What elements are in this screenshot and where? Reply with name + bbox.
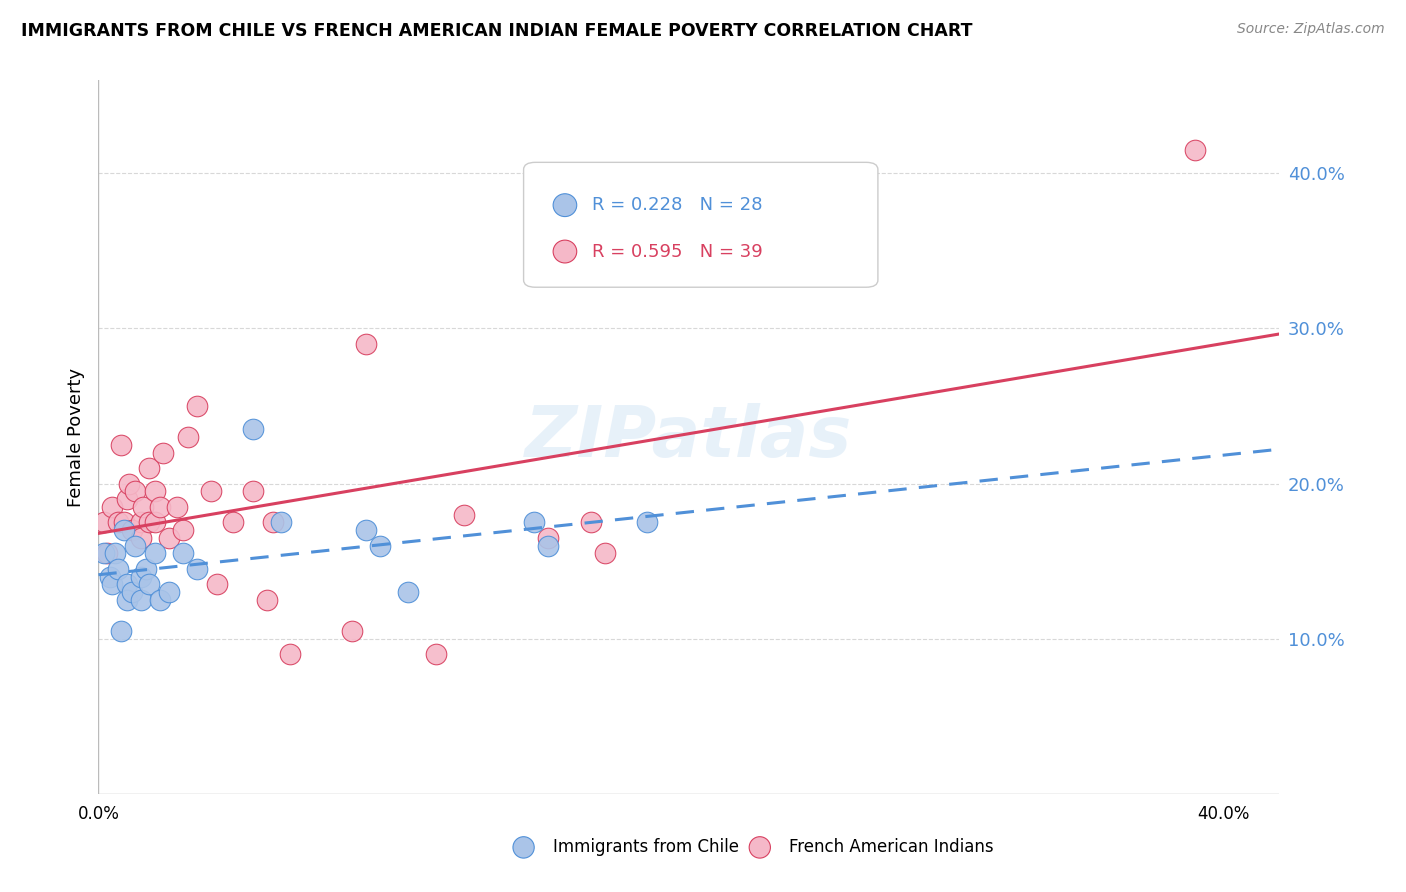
Point (138, 516, 160, 530)
Point (166, 500, 188, 514)
Point (138, 461, 160, 475)
Point (110, 624, 132, 638)
Point (368, 539, 391, 553)
Text: Immigrants from Chile: Immigrants from Chile (553, 838, 740, 856)
Point (256, 593, 278, 607)
Point (172, 523, 194, 537)
Point (200, 484, 222, 499)
Point (340, 624, 363, 638)
Ellipse shape (553, 194, 576, 217)
Point (93, 546, 115, 560)
Text: R = 0.228   N = 28: R = 0.228 N = 28 (592, 196, 762, 214)
Point (172, 546, 194, 560)
Text: IMMIGRANTS FROM CHILE VS FRENCH AMERICAN INDIAN FEMALE POVERTY CORRELATION CHART: IMMIGRANTS FROM CHILE VS FRENCH AMERICAN… (21, 22, 973, 40)
Text: R = 0.595   N = 39: R = 0.595 N = 39 (592, 243, 763, 260)
Point (135, 562, 157, 576)
Point (118, 476, 141, 491)
Point (354, 523, 377, 537)
Point (262, 516, 284, 530)
Point (149, 500, 172, 514)
Point (129, 570, 152, 584)
Point (110, 438, 132, 452)
Point (143, 546, 166, 560)
Point (242, 422, 264, 436)
Point (101, 577, 124, 591)
Point (157, 531, 180, 545)
Point (101, 500, 124, 514)
Point (129, 531, 152, 545)
Point (121, 585, 143, 599)
Point (124, 539, 146, 553)
Point (129, 593, 152, 607)
Point (121, 523, 143, 537)
Point (129, 516, 152, 530)
Point (270, 516, 292, 530)
Point (177, 430, 200, 444)
Point (152, 445, 174, 459)
Point (205, 577, 228, 591)
Point (93, 516, 115, 530)
Point (186, 562, 208, 576)
Point (636, 516, 658, 530)
Point (523, 516, 546, 530)
Text: French American Indians: French American Indians (789, 838, 994, 856)
Point (98, 570, 121, 584)
Point (453, 508, 475, 522)
Point (396, 585, 419, 599)
Point (149, 593, 172, 607)
Point (579, 516, 602, 530)
Point (112, 516, 135, 530)
Point (107, 516, 129, 530)
Y-axis label: Female Poverty: Female Poverty (66, 368, 84, 507)
Point (425, 647, 447, 661)
Point (593, 546, 616, 560)
Point (537, 539, 560, 553)
Point (104, 546, 127, 560)
FancyBboxPatch shape (523, 162, 877, 287)
Text: Source: ZipAtlas.com: Source: ZipAtlas.com (1237, 22, 1385, 37)
Ellipse shape (513, 837, 534, 858)
Point (112, 523, 135, 537)
Point (242, 484, 264, 499)
Point (1184, 143, 1206, 157)
Point (222, 516, 245, 530)
Point (537, 531, 560, 545)
Point (107, 562, 129, 576)
Point (157, 585, 180, 599)
Point (132, 500, 155, 514)
Point (138, 577, 160, 591)
Point (186, 399, 208, 413)
Ellipse shape (749, 837, 770, 858)
Ellipse shape (553, 240, 576, 263)
Point (278, 647, 301, 661)
Point (115, 577, 138, 591)
Point (143, 516, 166, 530)
Point (143, 484, 166, 499)
Point (124, 484, 146, 499)
Point (96, 546, 118, 560)
Point (354, 337, 377, 351)
Point (115, 593, 138, 607)
Text: ZIPatlas: ZIPatlas (526, 402, 852, 472)
Point (115, 492, 138, 507)
